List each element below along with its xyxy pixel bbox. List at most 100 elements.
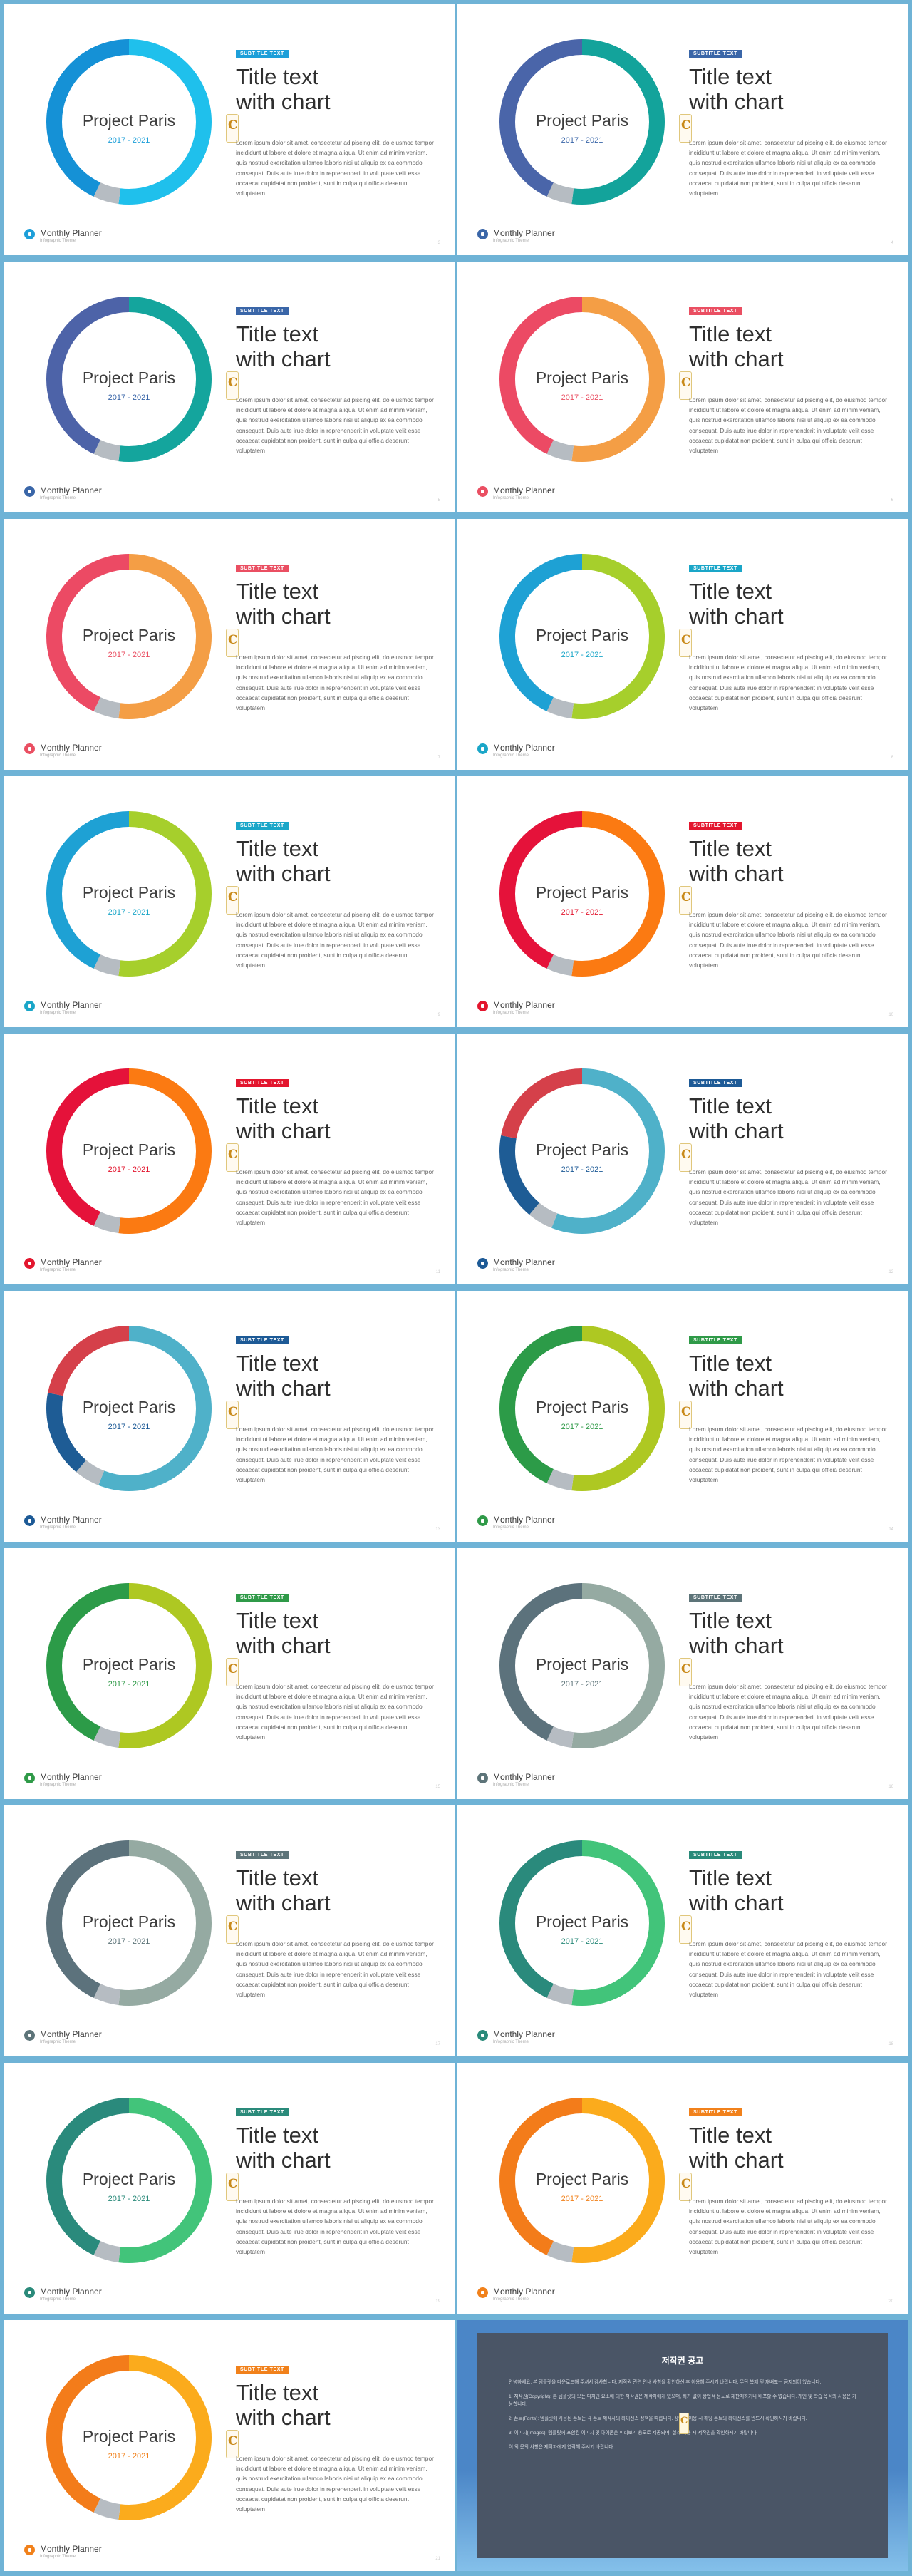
bookmark-icon — [679, 114, 692, 143]
page-number: 18 — [888, 2042, 893, 2046]
footer-title: Monthly Planner — [493, 1772, 555, 1782]
bookmark-icon — [226, 2173, 239, 2201]
footer-title: Monthly Planner — [40, 1257, 102, 1267]
planner-logo-mark-icon — [28, 2548, 31, 2552]
subtitle-badge: SUBTITLE TEXT — [689, 1079, 742, 1087]
slide-title-line-2: with chart — [689, 1118, 784, 1143]
planner-logo-mark-icon — [28, 1262, 31, 1265]
slide-title: Title text with chart — [689, 1351, 888, 1401]
donut-segment — [499, 1068, 665, 1234]
planner-logo-mark-icon — [481, 747, 484, 751]
page-number: 8 — [891, 756, 893, 760]
footer-subtitle: Infographic Theme — [40, 2040, 76, 2044]
slide-title: Title text with chart — [236, 1865, 435, 1915]
bookmark-letter-icon: C — [681, 1920, 691, 1934]
notice-title: 저작권 공고 — [661, 2356, 704, 2366]
footer-subtitle: Infographic Theme — [493, 1268, 529, 1272]
slide-title-line-1: Title text — [236, 1351, 318, 1376]
page-number: 20 — [888, 2299, 893, 2304]
subtitle-badge: SUBTITLE TEXT — [689, 1851, 742, 1859]
donut-years: 2017 - 2021 — [108, 1937, 150, 1946]
donut-segment — [499, 1583, 665, 1748]
subtitle-badge: SUBTITLE TEXT — [689, 2108, 742, 2116]
slide: Project Paris 2017 - 2021 SUBTITLE TEXT Tit… — [457, 1548, 908, 1799]
planner-logo-mark-icon — [481, 232, 484, 236]
page-number: 16 — [888, 1785, 893, 1789]
planner-logo-mark-icon — [481, 1776, 484, 1780]
planner-logo-mark-icon — [481, 2291, 484, 2294]
donut-title: Project Paris — [82, 369, 176, 387]
page-number: 14 — [888, 1527, 893, 1532]
planner-logo-mark-icon — [28, 2034, 31, 2037]
bookmark-icon — [679, 1915, 692, 1944]
slide-title-line-1: Title text — [236, 321, 318, 346]
donut-years: 2017 - 2021 — [561, 1937, 603, 1946]
slide-title-line-1: Title text — [689, 836, 772, 861]
bookmark-letter-icon: C — [681, 633, 691, 647]
footer-subtitle: Infographic Theme — [493, 1525, 529, 1530]
bookmark-letter-icon: C — [681, 376, 691, 390]
slide-title-line-1: Title text — [236, 836, 318, 861]
footer-title: Monthly Planner — [40, 2029, 102, 2039]
subtitle-badge: SUBTITLE TEXT — [236, 1851, 289, 1859]
bookmark-icon — [226, 629, 239, 657]
slide: Project Paris 2017 - 2021 SUBTITLE TEXT Tit… — [457, 519, 908, 770]
subtitle-badge: SUBTITLE TEXT — [236, 50, 289, 58]
subtitle-badge: SUBTITLE TEXT — [689, 565, 742, 572]
slide-title-line-2: with chart — [689, 604, 784, 629]
slide-title-line-2: with chart — [236, 1890, 331, 1915]
page-number: 15 — [435, 1785, 440, 1789]
planner-logo-mark-icon — [28, 232, 31, 236]
footer-title: Monthly Planner — [40, 2287, 102, 2297]
footer-title: Monthly Planner — [493, 1000, 555, 1010]
footer-title: Monthly Planner — [493, 485, 555, 495]
donut-chart — [46, 811, 212, 977]
donut-years: 2017 - 2021 — [108, 651, 150, 659]
slide-title-line-2: with chart — [689, 2148, 784, 2173]
footer-title: Monthly Planner — [40, 1772, 102, 1782]
donut-title: Project Paris — [535, 1655, 629, 1674]
subtitle-badge: SUBTITLE TEXT — [236, 1079, 289, 1087]
page-number: 11 — [435, 1270, 440, 1274]
donut-segment — [46, 297, 212, 462]
slide-title: Title text with chart — [236, 1608, 435, 1658]
body-text: Lorem ipsum dolor sit amet, consectetur … — [689, 1426, 887, 1484]
slide: Project Paris 2017 - 2021 SUBTITLE TEXT Tit… — [4, 1548, 455, 1799]
donut-segment — [499, 1068, 665, 1234]
bookmark-icon — [226, 1658, 239, 1686]
slide-title: Title text with chart — [689, 1608, 888, 1658]
donut-chart — [499, 554, 665, 719]
donut-title: Project Paris — [82, 1912, 176, 1931]
notice-paragraph: 안녕하세요. 본 템플릿을 다운로드해 주셔서 감사합니다. 저작권 관련 안내… — [509, 2380, 822, 2385]
body-text: Lorem ipsum dolor sit amet, consectetur … — [689, 2198, 887, 2256]
bookmark-icon — [226, 2430, 239, 2458]
footer-subtitle: Infographic Theme — [40, 1525, 76, 1530]
slide-title: Title text with chart — [236, 579, 435, 629]
subtitle-badge: SUBTITLE TEXT — [236, 2108, 289, 2116]
donut-years: 2017 - 2021 — [561, 393, 603, 402]
donut-segment — [499, 39, 665, 205]
donut-title: Project Paris — [82, 111, 176, 130]
slide: Project Paris 2017 - 2021 SUBTITLE TEXT Tit… — [4, 519, 455, 770]
donut-segment — [499, 297, 665, 462]
bookmark-icon — [226, 886, 239, 915]
donut-years: 2017 - 2021 — [108, 908, 150, 917]
donut-segment — [46, 2098, 212, 2263]
slide-title-line-1: Title text — [689, 64, 772, 89]
notice-paragraph: 이 외 문의 사항은 제작자에게 연락해 주시기 바랍니다. — [509, 2445, 615, 2450]
donut-segment — [46, 811, 212, 977]
slide-title-line-1: Title text — [689, 2123, 772, 2148]
body-text: Lorem ipsum dolor sit amet, consectetur … — [236, 911, 434, 969]
donut-chart — [499, 297, 665, 462]
bookmark-letter-icon: C — [228, 1148, 238, 1162]
bookmark-letter-icon: C — [228, 2434, 238, 2448]
body-text: Lorem ipsum dolor sit amet, consectetur … — [689, 139, 887, 197]
footer-subtitle: Infographic Theme — [40, 239, 76, 243]
footer-title: Monthly Planner — [40, 485, 102, 495]
bookmark-letter-icon: C — [681, 890, 691, 905]
footer-title: Monthly Planner — [493, 1515, 555, 1525]
footer-subtitle: Infographic Theme — [40, 1268, 76, 1272]
slide-title: Title text with chart — [236, 1093, 435, 1143]
bookmark-letter-icon: C — [228, 1662, 238, 1676]
subtitle-badge: SUBTITLE TEXT — [236, 307, 289, 315]
